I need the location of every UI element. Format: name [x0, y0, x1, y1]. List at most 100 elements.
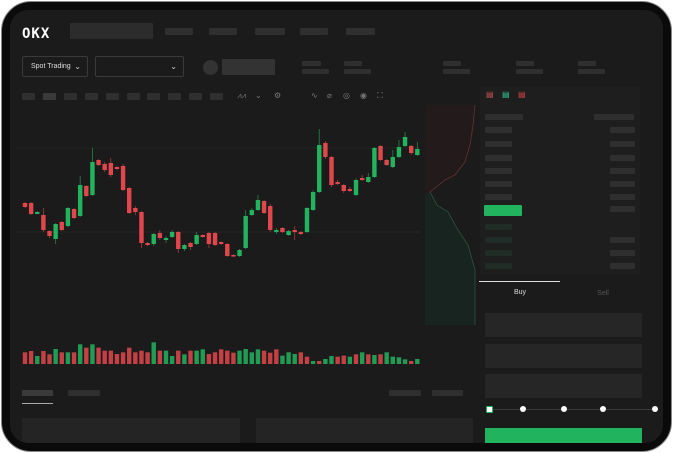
bid-price[interactable]	[485, 224, 512, 230]
candle[interactable]	[280, 227, 285, 233]
candle[interactable]	[261, 200, 267, 214]
candle[interactable]	[53, 223, 58, 244]
bottom-tab-1[interactable]	[22, 390, 53, 396]
candle[interactable]	[372, 147, 377, 178]
market-type-dropdown[interactable]: Spot Trading ⌄	[22, 56, 88, 77]
nav-item-2[interactable]	[209, 28, 237, 35]
target-icon[interactable]: ◉	[360, 91, 367, 100]
nav-item-5[interactable]	[346, 28, 375, 35]
leverage-step[interactable]	[600, 406, 606, 412]
buy-button[interactable]	[485, 428, 642, 443]
fullscreen-icon[interactable]: ⛶	[377, 91, 383, 100]
amount-input[interactable]	[485, 344, 642, 368]
candle[interactable]	[127, 187, 132, 214]
nav-item-1[interactable]	[165, 28, 193, 35]
pair-dropdown[interactable]: ⌄	[95, 56, 184, 77]
ask-price[interactable]	[485, 181, 512, 187]
ask-price[interactable]	[485, 155, 512, 161]
candle[interactable]	[47, 230, 52, 238]
ask-amount[interactable]	[610, 206, 635, 212]
interval-2[interactable]	[43, 93, 56, 100]
ask-amount[interactable]	[610, 127, 635, 133]
candle[interactable]	[366, 173, 371, 183]
candle[interactable]	[304, 207, 310, 233]
interval-9[interactable]	[189, 93, 202, 100]
settings-icon[interactable]: ⚙	[274, 91, 282, 100]
candle[interactable]	[71, 208, 77, 219]
candle[interactable]	[84, 185, 89, 197]
candle[interactable]	[188, 242, 193, 250]
interval-7[interactable]	[147, 93, 160, 100]
candle[interactable]	[292, 226, 297, 240]
ask-amount[interactable]	[610, 155, 635, 161]
candle[interactable]	[77, 176, 83, 217]
ask-amount[interactable]	[610, 168, 635, 174]
candle[interactable]	[35, 211, 40, 214]
ask-price[interactable]	[485, 168, 512, 174]
candle[interactable]	[176, 231, 181, 253]
okx-logo[interactable]: OKX	[22, 26, 51, 42]
candle[interactable]	[145, 242, 150, 246]
bid-price[interactable]	[485, 237, 512, 243]
candle[interactable]	[218, 241, 224, 245]
candle[interactable]	[378, 145, 383, 161]
interval-5[interactable]	[106, 93, 119, 100]
ask-amount[interactable]	[610, 141, 635, 147]
candle[interactable]	[347, 187, 353, 192]
candle[interactable]	[390, 150, 395, 168]
camera-icon[interactable]: ◎	[343, 91, 350, 100]
candle[interactable]	[396, 140, 402, 158]
interval-10[interactable]	[210, 93, 223, 100]
bid-amount[interactable]	[610, 237, 635, 243]
both-sides-icon[interactable]: ▤	[486, 90, 494, 99]
leverage-step[interactable]	[486, 406, 493, 413]
leverage-slider-track[interactable]	[489, 409, 656, 410]
candle[interactable]	[28, 202, 34, 215]
ask-price[interactable]	[485, 194, 512, 200]
nav-item-3[interactable]	[255, 28, 285, 35]
candle[interactable]	[212, 232, 218, 246]
interval-8[interactable]	[168, 93, 181, 100]
price-input[interactable]	[485, 313, 642, 337]
candle[interactable]	[341, 184, 346, 193]
leverage-step[interactable]	[652, 406, 658, 412]
candle[interactable]	[114, 166, 120, 170]
leverage-step[interactable]	[561, 406, 567, 412]
candle[interactable]	[317, 129, 322, 193]
candle[interactable]	[274, 228, 279, 234]
interval-1[interactable]	[22, 93, 35, 100]
bid-amount[interactable]	[610, 263, 635, 269]
candle[interactable]	[151, 233, 156, 246]
interval-4[interactable]	[85, 93, 98, 100]
candle[interactable]	[102, 162, 107, 172]
candle[interactable]	[231, 254, 236, 257]
bottom-action-1[interactable]	[389, 390, 421, 396]
bid-price[interactable]	[485, 263, 512, 269]
candle[interactable]	[329, 156, 334, 187]
ask-amount[interactable]	[610, 181, 635, 187]
candle[interactable]	[408, 145, 414, 155]
candle[interactable]	[108, 158, 114, 177]
candle[interactable]	[120, 164, 126, 191]
candle[interactable]	[225, 243, 230, 257]
candle[interactable]	[310, 190, 316, 211]
candle[interactable]	[268, 204, 273, 232]
leverage-step[interactable]	[520, 406, 526, 412]
ask-price[interactable]	[485, 141, 512, 147]
ask-price[interactable]	[485, 127, 512, 133]
candle[interactable]	[255, 195, 261, 211]
candle[interactable]	[402, 132, 408, 147]
candle[interactable]	[249, 208, 255, 216]
bid-price[interactable]	[485, 250, 512, 256]
search-bar[interactable]	[70, 23, 153, 39]
ruler-icon[interactable]: ⌀	[327, 91, 332, 100]
candle[interactable]	[96, 159, 101, 166]
buy-tab[interactable]: Buy	[513, 289, 527, 296]
candle[interactable]	[163, 236, 169, 243]
bottom-tab-2[interactable]	[68, 390, 100, 396]
nav-item-4[interactable]	[300, 28, 328, 35]
line-type-icon[interactable]: ⌄	[255, 91, 262, 100]
candle[interactable]	[353, 178, 359, 196]
candle[interactable]	[41, 208, 46, 232]
candle[interactable]	[298, 231, 304, 235]
